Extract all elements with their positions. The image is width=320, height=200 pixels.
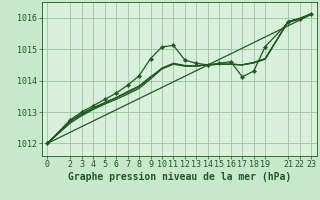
X-axis label: Graphe pression niveau de la mer (hPa): Graphe pression niveau de la mer (hPa) (68, 172, 291, 182)
